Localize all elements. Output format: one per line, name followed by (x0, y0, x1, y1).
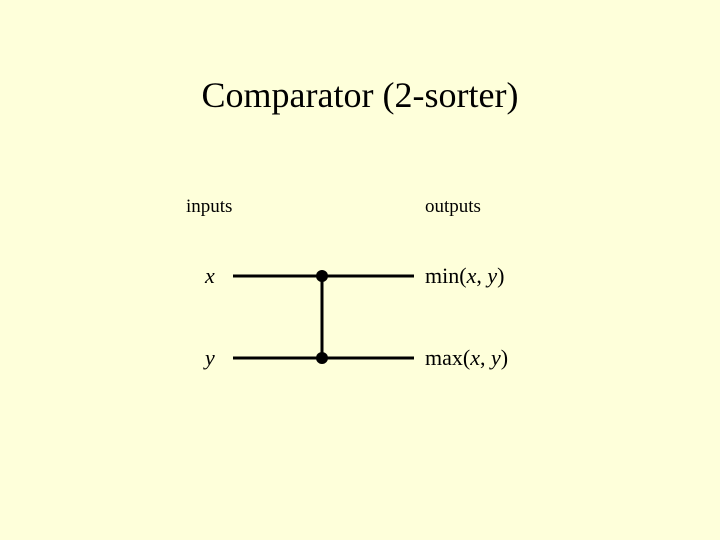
comparator-diagram (0, 0, 720, 540)
